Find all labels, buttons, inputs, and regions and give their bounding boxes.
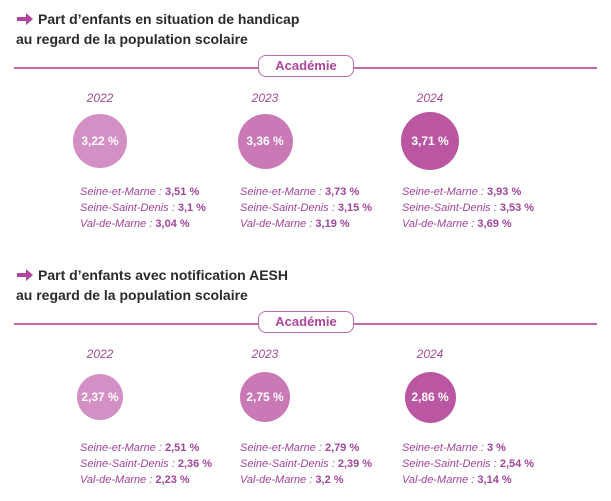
department-name: Seine-et-Marne : xyxy=(240,442,325,454)
department-row: Seine-et-Marne : 2,79 % xyxy=(240,440,372,456)
department-row: Val-de-Marne : 3,69 % xyxy=(402,216,534,232)
department-value: 3,15 % xyxy=(337,202,373,214)
department-row: Seine-et-Marne : 3,51 % xyxy=(80,184,206,200)
year-label: 2022 xyxy=(86,91,114,105)
department-value: 2,79 % xyxy=(324,442,360,454)
year-label: 2023 xyxy=(251,91,279,105)
department-value: 3 % xyxy=(486,442,506,454)
department-value: 3,1 % xyxy=(177,202,206,214)
department-row: Seine-Saint-Denis : 3,15 % xyxy=(240,200,372,216)
department-value: 3,14 % xyxy=(477,474,512,486)
department-row: Seine-et-Marne : 3,93 % xyxy=(402,184,534,200)
department-row: Val-de-Marne : 3,2 % xyxy=(240,472,372,488)
aesh-section: Part d’enfants avec notification AESH au… xyxy=(0,256,611,501)
department-details: Seine-et-Marne : 2,79 % Seine-Saint-Denis… xyxy=(240,440,372,488)
section-title-line2: au regard de la population scolaire xyxy=(16,31,248,47)
bubble-value-label: 2,86 % xyxy=(411,390,449,404)
section-title-line2: au regard de la population scolaire xyxy=(16,287,248,303)
department-value: 3,73 % xyxy=(324,186,360,198)
department-name: Seine-Saint-Denis : xyxy=(240,202,338,214)
department-name: Val-de-Marne : xyxy=(80,218,156,230)
department-name: Seine-et-Marne : xyxy=(80,186,165,198)
department-name: Seine-Saint-Denis : xyxy=(80,458,178,470)
department-row: Seine-Saint-Denis : 2,36 % xyxy=(80,456,212,472)
handicap-section: Part d’enfants en situation de handicap … xyxy=(0,0,611,245)
department-row: Seine-Saint-Denis : 3,53 % xyxy=(402,200,534,216)
department-row: Seine-et-Marne : 3,73 % xyxy=(240,184,372,200)
department-value: 3,19 % xyxy=(315,218,350,230)
department-name: Seine-Saint-Denis : xyxy=(402,202,500,214)
department-name: Val-de-Marne : xyxy=(80,474,156,486)
year-label: 2022 xyxy=(86,347,114,361)
bubble-value-label: 2,75 % xyxy=(246,390,284,404)
department-row: Seine-et-Marne : 2,51 % xyxy=(80,440,212,456)
department-details: Seine-et-Marne : 2,51 % Seine-Saint-Denis… xyxy=(80,440,212,488)
value-bubble: 2,37 % xyxy=(77,374,123,420)
department-value: 3,51 % xyxy=(164,186,200,198)
department-value: 3,53 % xyxy=(499,202,535,214)
arrow-right-icon xyxy=(17,269,33,281)
department-name: Val-de-Marne : xyxy=(402,474,478,486)
department-row: Val-de-Marne : 3,14 % xyxy=(402,472,534,488)
department-name: Seine-et-Marne : xyxy=(402,186,487,198)
department-details: Seine-et-Marne : 3 % Seine-Saint-Denis : … xyxy=(402,440,534,488)
value-bubble: 3,36 % xyxy=(237,113,293,169)
department-details: Seine-et-Marne : 3,73 % Seine-Saint-Denis… xyxy=(240,184,372,232)
department-row: Seine-Saint-Denis : 2,39 % xyxy=(240,456,372,472)
department-name: Seine-et-Marne : xyxy=(240,186,325,198)
bubble-value-label: 3,36 % xyxy=(246,134,284,148)
section-title-line1: Part d’enfants avec notification AESH xyxy=(38,267,288,283)
department-name: Seine-Saint-Denis : xyxy=(240,458,338,470)
department-row: Val-de-Marne : 3,04 % xyxy=(80,216,206,232)
bubble-value-label: 3,22 % xyxy=(81,134,119,148)
department-name: Val-de-Marne : xyxy=(240,218,316,230)
department-row: Seine-et-Marne : 3 % xyxy=(402,440,534,456)
value-bubble: 3,22 % xyxy=(73,114,127,168)
academie-pill: Académie xyxy=(258,311,354,333)
bubble-value-label: 3,71 % xyxy=(411,134,449,148)
department-value: 2,23 % xyxy=(155,474,190,486)
department-row: Seine-Saint-Denis : 3,1 % xyxy=(80,200,206,216)
academie-pill: Académie xyxy=(258,55,354,77)
year-label: 2024 xyxy=(416,347,444,361)
department-name: Seine-Saint-Denis : xyxy=(80,202,178,214)
department-name: Seine-et-Marne : xyxy=(80,442,165,454)
department-value: 2,36 % xyxy=(177,458,213,470)
department-value: 3,04 % xyxy=(155,218,190,230)
department-value: 2,39 % xyxy=(337,458,373,470)
bubble-value-label: 2,37 % xyxy=(81,390,119,404)
department-value: 2,54 % xyxy=(499,458,535,470)
department-details: Seine-et-Marne : 3,51 % Seine-Saint-Denis… xyxy=(80,184,206,232)
department-name: Val-de-Marne : xyxy=(402,218,478,230)
arrow-right-icon xyxy=(17,13,33,25)
section-title-line1: Part d’enfants en situation de handicap xyxy=(38,11,300,27)
year-label: 2023 xyxy=(251,347,279,361)
department-value: 3,2 % xyxy=(315,474,344,486)
department-name: Seine-Saint-Denis : xyxy=(402,458,500,470)
department-name: Seine-et-Marne : xyxy=(402,442,487,454)
department-row: Val-de-Marne : 3,19 % xyxy=(240,216,372,232)
value-bubble: 2,75 % xyxy=(240,372,290,422)
department-details: Seine-et-Marne : 3,93 % Seine-Saint-Denis… xyxy=(402,184,534,232)
year-label: 2024 xyxy=(416,91,444,105)
department-name: Val-de-Marne : xyxy=(240,474,316,486)
department-value: 3,69 % xyxy=(477,218,512,230)
department-value: 2,51 % xyxy=(164,442,200,454)
department-row: Seine-Saint-Denis : 2,54 % xyxy=(402,456,534,472)
value-bubble: 3,71 % xyxy=(401,112,459,170)
value-bubble: 2,86 % xyxy=(404,371,456,423)
department-row: Val-de-Marne : 2,23 % xyxy=(80,472,212,488)
department-value: 3,93 % xyxy=(486,186,522,198)
